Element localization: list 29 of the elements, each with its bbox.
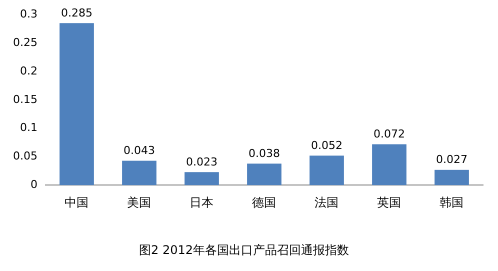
y-tick-label: 0.25 xyxy=(12,36,38,49)
bar xyxy=(372,144,406,186)
data-label: 0.038 xyxy=(248,146,280,160)
data-label: 0.043 xyxy=(123,144,155,158)
data-label: 0.285 xyxy=(60,6,92,20)
bar xyxy=(184,172,219,186)
x-tick-label: 韩国 xyxy=(440,196,464,210)
bar xyxy=(310,156,344,186)
y-tick-label: 0.1 xyxy=(20,121,38,134)
data-label: 0.023 xyxy=(186,155,218,168)
text: 图2 2012年各国出口产品召回通报指数 xyxy=(139,242,349,257)
bar xyxy=(434,170,469,186)
x-tick-label: 美国 xyxy=(127,196,152,210)
x-tick-label: 法国 xyxy=(314,196,339,210)
data-label: 0.052 xyxy=(310,138,342,152)
bar xyxy=(60,23,94,186)
y-tick-label: 0.2 xyxy=(20,64,38,78)
y-tick-label: 0 xyxy=(30,178,38,192)
data-label: 0.027 xyxy=(436,153,468,166)
y-tick-label: 0.15 xyxy=(12,92,38,106)
x-tick-label: 德国 xyxy=(252,196,276,210)
y-tick-label: 0.05 xyxy=(12,150,38,163)
bar xyxy=(247,164,282,186)
x-tick-label: 中国 xyxy=(64,196,89,210)
bar xyxy=(122,160,156,186)
y-tick-label: 0.3 xyxy=(20,7,38,20)
x-tick-label: 英国 xyxy=(377,196,402,210)
data-label: 0.072 xyxy=(374,128,405,141)
x-tick-label: 日本 xyxy=(190,196,214,210)
